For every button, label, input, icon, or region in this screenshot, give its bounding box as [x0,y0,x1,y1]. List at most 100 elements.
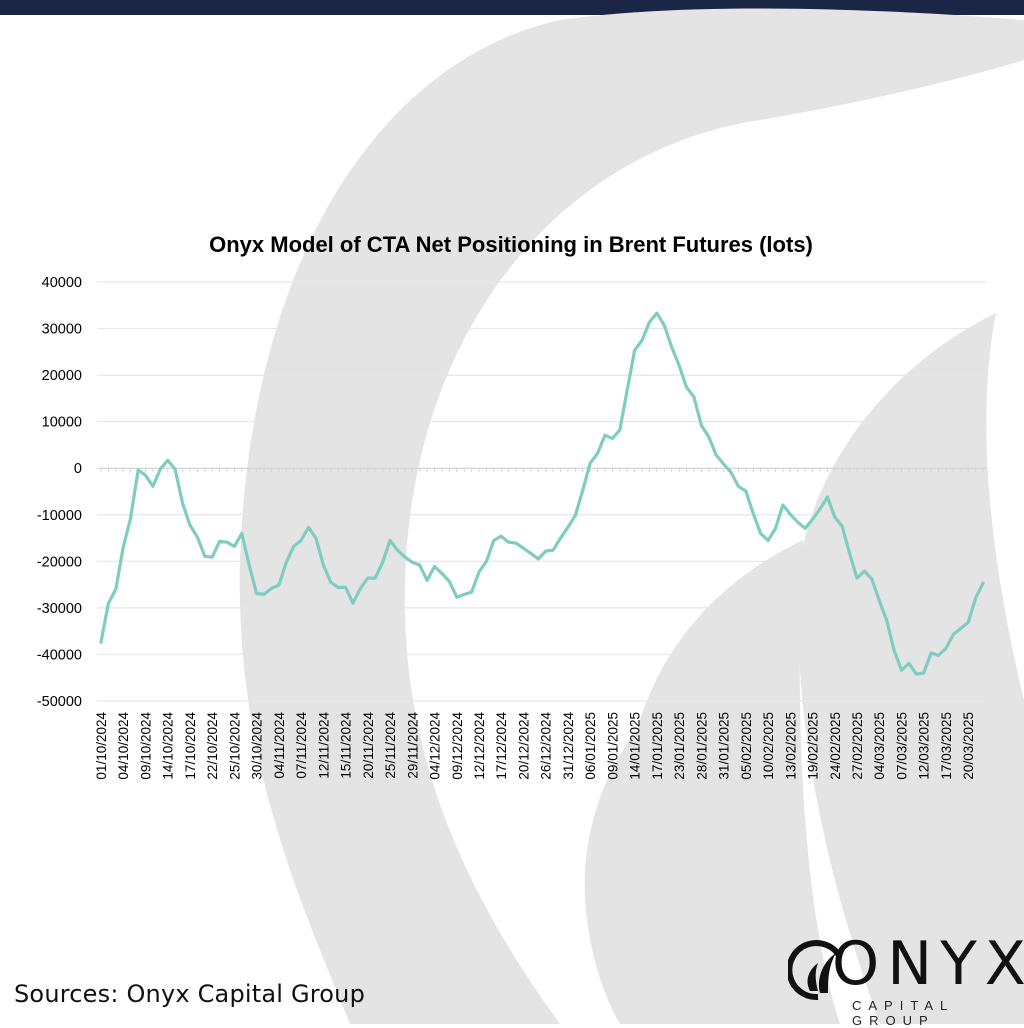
x-tick-label: 14/10/2024 [161,712,176,780]
data-point [737,484,740,488]
data-point [351,601,355,605]
x-tick-label: 29/11/2024 [405,712,420,779]
data-point [877,599,881,602]
data-point [863,569,866,573]
data-point [418,563,422,567]
x-tick-label: 17/12/2024 [494,712,509,780]
x-tick-label: 09/10/2024 [138,712,153,780]
data-point [492,538,496,542]
data-point [529,552,533,555]
data-point [277,583,281,587]
data-point [885,618,889,622]
data-point [136,468,140,472]
data-point [247,563,251,567]
data-point [536,557,540,561]
data-point [425,579,429,582]
data-point [514,541,518,545]
data-point [811,518,814,521]
x-tick-label: 04/12/2024 [428,712,443,780]
data-point [603,433,607,437]
data-point [336,586,340,589]
x-tick-label: 25/11/2024 [383,712,398,779]
data-point [158,467,162,471]
data-point [633,349,637,352]
y-tick-label: 40000 [42,275,82,291]
data-point [922,671,926,675]
x-tick-label: 05/02/2025 [739,712,754,780]
data-point [625,388,629,392]
data-point [929,651,933,655]
data-point [544,549,548,553]
data-point [359,586,362,590]
x-tick-label: 12/11/2024 [316,712,331,779]
data-point [381,560,385,564]
data-point [447,579,451,583]
data-point [900,668,903,672]
y-tick-label: 20000 [42,368,82,384]
data-point [670,345,674,349]
data-point [181,501,184,505]
x-tick-label: 31/01/2025 [717,712,732,780]
data-point [507,540,511,544]
x-tick-label: 06/01/2025 [583,712,598,780]
x-tick-label: 17/01/2025 [650,712,665,780]
x-tick-label: 30/10/2024 [250,712,265,780]
y-tick-label: 0 [74,461,82,477]
sources-note: Sources: Onyx Capital Group [14,980,366,1008]
x-tick-label: 28/01/2025 [694,712,709,780]
x-tick-label: 17/10/2024 [183,712,198,780]
data-point [959,626,963,630]
data-point [781,503,785,507]
data-point [951,633,955,636]
data-point [774,526,777,530]
data-point [766,538,770,542]
data-point [233,545,236,548]
data-point [825,495,829,499]
x-tick-label: 09/12/2024 [450,712,465,780]
onyx-logo: ONYX CAPITAL GROUP [788,929,1024,1028]
data-point [566,525,570,529]
data-point [662,323,666,327]
data-point [522,546,525,550]
data-point [396,548,399,552]
data-point [270,586,273,590]
x-tick-label: 09/01/2025 [605,712,620,780]
data-point [840,525,844,528]
x-tick-label: 31/12/2024 [561,712,576,780]
gridlines [97,281,987,702]
y-tick-label: -50000 [37,694,82,710]
x-tick-label: 26/12/2024 [539,712,554,780]
data-point [299,538,303,542]
logo-wordmark: ONYX [832,929,1024,999]
x-tick-label: 15/11/2024 [339,712,354,779]
x-tick-label: 25/10/2024 [227,712,242,780]
x-tick-label: 13/02/2025 [783,712,798,780]
data-point [477,570,481,574]
y-tick-label: -30000 [37,601,82,617]
data-point [462,592,466,596]
series-layer [99,311,985,676]
x-tick-label: 04/11/2024 [272,712,287,779]
y-tick-label: 10000 [42,415,82,431]
data-point [788,512,792,516]
data-point [588,461,592,465]
data-point [99,640,103,644]
data-point [203,554,207,558]
x-tick-label: 20/03/2025 [961,712,976,780]
watermark-flame-mid [619,540,840,1024]
data-point [314,536,318,540]
data-point [210,555,214,559]
data-point [914,672,918,676]
data-point [744,489,748,493]
data-point [151,484,155,488]
x-tick-label: 22/10/2024 [205,712,220,780]
data-point [714,453,718,457]
data-point [188,523,192,527]
data-point [944,646,948,650]
x-tick-label: 07/03/2025 [894,712,909,780]
data-point [796,520,800,524]
data-point [114,587,118,591]
y-tick-label: -20000 [37,554,82,570]
data-point [729,471,733,474]
